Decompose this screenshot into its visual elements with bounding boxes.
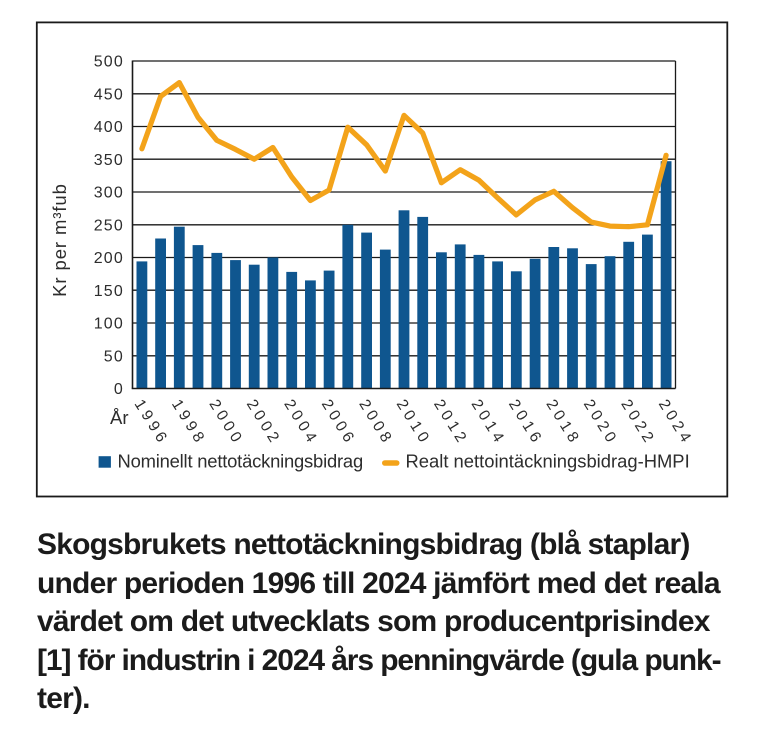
svg-text:350: 350 bbox=[94, 152, 124, 169]
svg-text:400: 400 bbox=[94, 119, 124, 136]
svg-text:2022: 2022 bbox=[617, 397, 658, 449]
svg-text:500: 500 bbox=[94, 54, 124, 71]
svg-text:0: 0 bbox=[114, 381, 124, 398]
svg-text:2000: 2000 bbox=[206, 397, 247, 449]
svg-text:2018: 2018 bbox=[543, 397, 584, 449]
svg-text:2002: 2002 bbox=[243, 397, 284, 449]
svg-text:Nominellt nettotäckningsbidrag: Nominellt nettotäckningsbidrag bbox=[118, 451, 363, 472]
svg-text:150: 150 bbox=[94, 283, 124, 300]
svg-text:Realt nettointäckningsbidrag-H: Realt nettointäckningsbidrag-HMPI bbox=[406, 451, 690, 472]
svg-text:2008: 2008 bbox=[355, 397, 396, 449]
svg-text:2016: 2016 bbox=[505, 397, 546, 449]
svg-text:2006: 2006 bbox=[318, 397, 359, 449]
svg-text:2020: 2020 bbox=[580, 397, 621, 449]
svg-text:2012: 2012 bbox=[430, 397, 471, 449]
svg-text:250: 250 bbox=[94, 217, 124, 234]
svg-text:200: 200 bbox=[94, 250, 124, 267]
svg-text:2024: 2024 bbox=[655, 397, 696, 449]
svg-text:Kr per m³fub: Kr per m³fub bbox=[49, 183, 70, 297]
svg-text:2004: 2004 bbox=[280, 397, 321, 449]
svg-text:1996: 1996 bbox=[131, 397, 172, 449]
svg-text:1998: 1998 bbox=[168, 397, 209, 449]
svg-text:100: 100 bbox=[94, 316, 124, 333]
svg-text:300: 300 bbox=[94, 185, 124, 202]
svg-text:50: 50 bbox=[104, 348, 124, 365]
svg-text:År: År bbox=[110, 407, 129, 428]
svg-text:450: 450 bbox=[94, 86, 124, 103]
svg-text:2014: 2014 bbox=[468, 397, 509, 449]
svg-text:2010: 2010 bbox=[393, 397, 434, 449]
